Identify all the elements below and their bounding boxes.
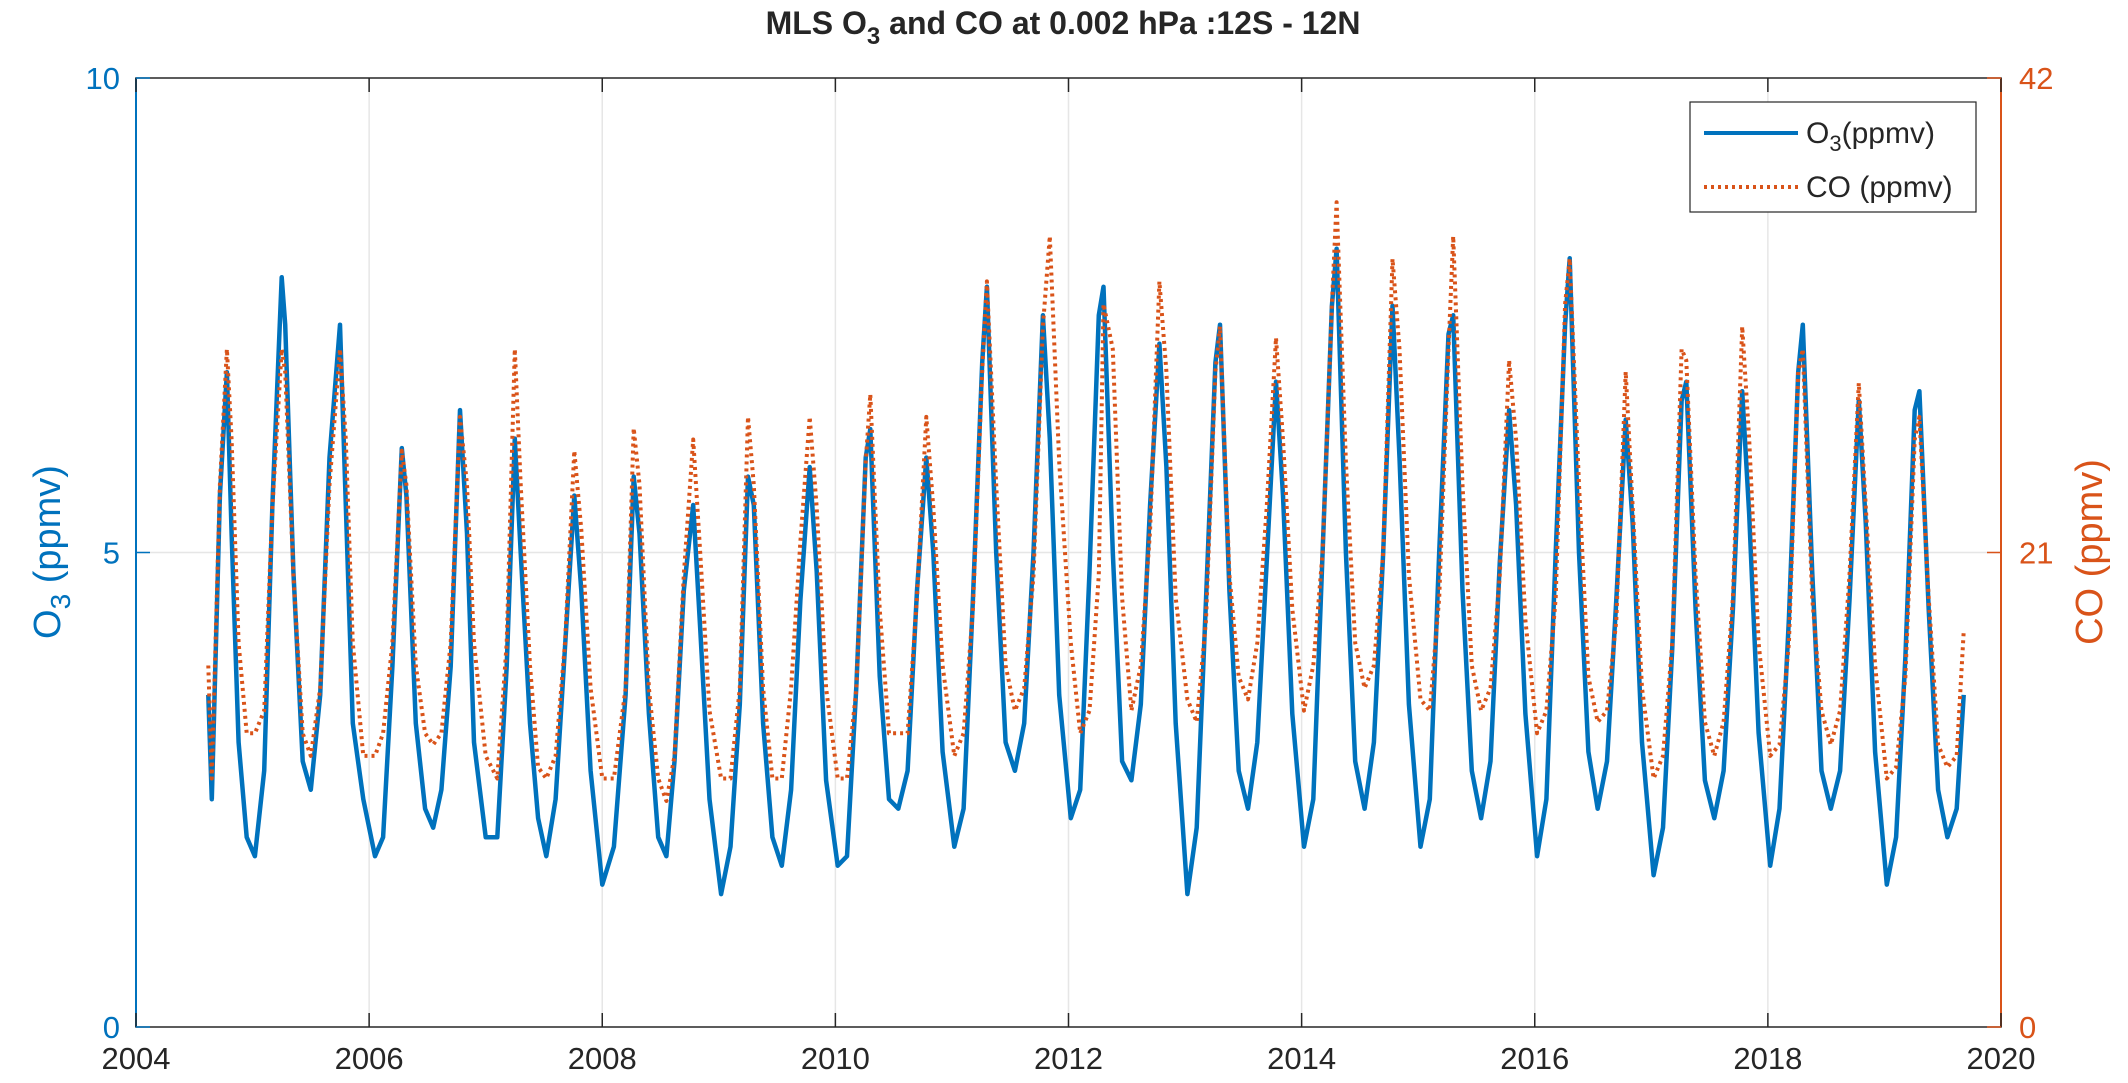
legend-co-label: CO (ppmv)	[1806, 171, 1953, 204]
chart-title-prefix: MLS O	[766, 5, 867, 41]
chart-title-subscript: 3	[867, 23, 880, 50]
x-tick-label: 2006	[335, 1041, 404, 1076]
grid-lines	[136, 78, 2001, 1027]
x-tick-label: 2014	[1267, 1041, 1336, 1076]
series-layer	[206, 200, 1966, 897]
left-y-axis-label-prefix: O	[27, 609, 69, 639]
x-tick-label: 2016	[1500, 1041, 1569, 1076]
x-tick-label: 2020	[1967, 1041, 2036, 1076]
left-y-tick-label: 0	[103, 1010, 120, 1045]
legend-o3-label-suffix: (ppmv)	[1842, 117, 1935, 150]
legend-box	[1689, 101, 1977, 213]
left-y-axis-ticks: 0 5 10	[86, 61, 150, 1045]
x-tick-label: 2008	[568, 1041, 637, 1076]
left-y-axis-label-suffix: (ppmv)	[27, 465, 69, 594]
left-y-tick-label: 5	[103, 536, 120, 571]
chart-title-suffix: and CO at 0.002 hPa :12S - 12N	[880, 5, 1360, 41]
plot-area	[135, 77, 2002, 1028]
legend-o3-label: O3(ppmv)	[1806, 117, 1935, 156]
legend: O3(ppmv) CO (ppmv)	[1689, 101, 1977, 213]
x-tick-label: 2012	[1034, 1041, 1103, 1076]
left-y-axis-label: O3 (ppmv)	[27, 465, 76, 639]
chart-title: MLS O3 and CO at 0.002 hPa :12S - 12N	[766, 5, 1361, 50]
x-tick-label: 2018	[1733, 1041, 1802, 1076]
o3-series-line	[206, 246, 1966, 897]
legend-o3-label-subscript: 3	[1829, 131, 1841, 156]
legend-o3-label-prefix: O	[1806, 117, 1829, 150]
right-y-axis-label: CO (ppmv)	[2069, 459, 2111, 645]
x-tick-label: 2010	[801, 1041, 870, 1076]
left-y-tick-label: 10	[86, 61, 120, 96]
right-y-tick-label: 21	[2019, 536, 2053, 571]
right-y-axis-ticks: 0 21 42	[1987, 61, 2053, 1045]
right-y-tick-label: 42	[2019, 61, 2053, 96]
left-y-axis-label-subscript: 3	[45, 594, 76, 610]
x-axis-ticks: 2004 2006 2008 2010 2012 2014 2016 2018 2020	[102, 78, 2036, 1076]
x-tick-label: 2004	[102, 1041, 171, 1076]
right-y-tick-label: 0	[2019, 1010, 2036, 1045]
co-series-line	[206, 200, 1966, 803]
